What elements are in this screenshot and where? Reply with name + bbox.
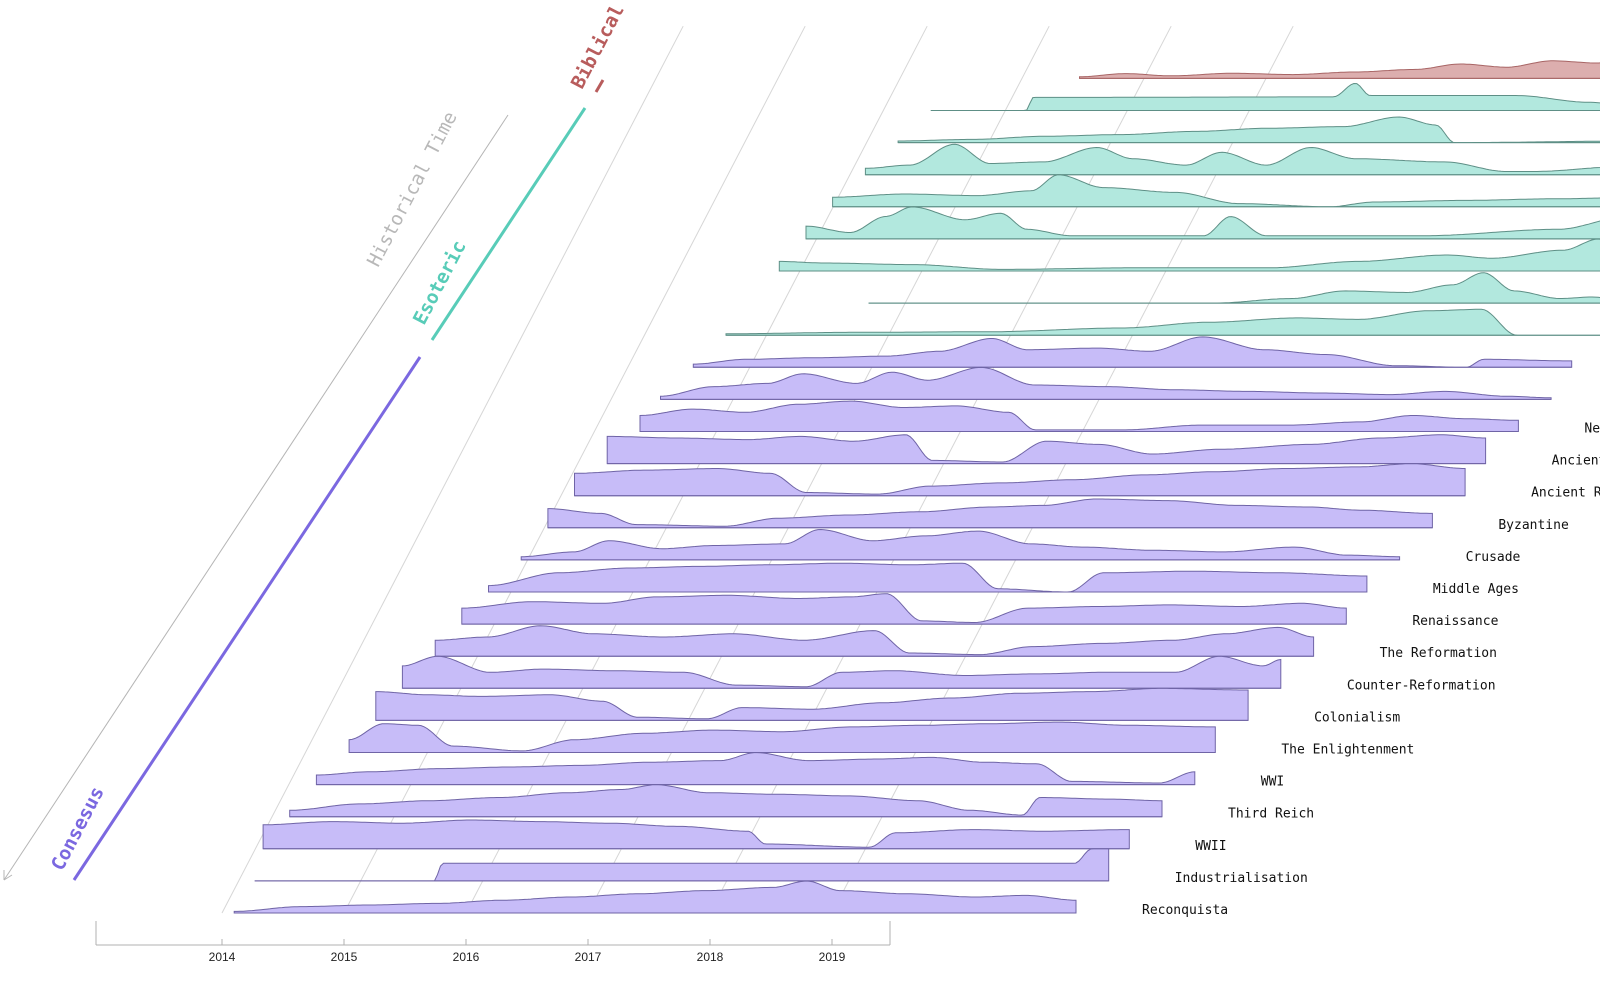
ridge-atlantean [832, 174, 1600, 208]
gridline [221, 25, 684, 914]
ridges [233, 60, 1600, 914]
x-tick-label: 2017 [575, 950, 602, 964]
ridge-paleolithic [692, 336, 1573, 368]
group-bar [72, 356, 422, 881]
era-label: Ancient Rome [1531, 486, 1600, 501]
era-label: Crusade [1466, 550, 1521, 565]
ridge-treta-yuga [778, 238, 1600, 272]
ridge-kali-yuga [725, 308, 1600, 336]
x-tick-label: 2018 [697, 950, 724, 964]
ridge-satya-yuga [805, 206, 1600, 240]
era-label: Third Reich [1228, 807, 1314, 822]
ridge-wwi [315, 752, 1196, 786]
era-label: Reconquista [1142, 903, 1228, 918]
era-label: The Reformation [1380, 646, 1497, 661]
era-label: Middle Ages [1433, 582, 1519, 597]
group-label: Biblical [567, 1, 629, 92]
group-bar [430, 107, 587, 341]
ridge-the-enlightenment [348, 721, 1216, 753]
era-labels: AntediluvianPolarianHyperboreanLemurianA… [1142, 422, 1600, 919]
x-tick-label: 2015 [331, 950, 358, 964]
x-tick-label: 2019 [819, 950, 846, 964]
ridge-reconquista [233, 880, 1077, 914]
ridge-ancient-greece [606, 434, 1487, 465]
era-label: WWII [1195, 839, 1226, 854]
ridge-colonialism [375, 687, 1249, 721]
era-label: Renaissance [1412, 614, 1498, 629]
ridge-crusade [520, 528, 1401, 561]
gridline [343, 25, 806, 914]
time-arrow [3, 114, 509, 881]
ridge-wwii [262, 819, 1130, 850]
ridge-dwaparar-yuga [868, 272, 1600, 304]
ridge-ancient-rome [574, 463, 1466, 497]
ridge-the-reformation [434, 625, 1315, 657]
x-axis: 2014 2015 2016 2017 2018 2019 [95, 921, 891, 964]
ridge-middle-ages [488, 562, 1368, 593]
era-label: Counter-Reformation [1347, 678, 1496, 693]
era-label: Neolithic [1584, 422, 1600, 437]
group-label: Consesus [47, 783, 109, 874]
ridge-renaissance [461, 593, 1347, 625]
era-label: Industrialisation [1175, 871, 1308, 886]
ridge-polarian [930, 82, 1600, 111]
ridge-third-reich [289, 784, 1163, 818]
era-label: Ancient Greece [1552, 454, 1600, 469]
era-label: Colonialism [1314, 710, 1400, 725]
ridge-lemurian [864, 143, 1600, 176]
era-label: Byzantine [1498, 518, 1569, 533]
group-bar [594, 79, 605, 93]
era-label: The Enlightenment [1281, 743, 1414, 758]
ridge-counter-reformation [401, 655, 1282, 689]
era-label: WWI [1261, 775, 1284, 790]
ridge-neolithic [639, 400, 1519, 432]
ridge-byzantine [547, 498, 1433, 529]
ridge-mesolithic [660, 366, 1552, 400]
arrow-head-icon [3, 870, 13, 881]
x-tick-label: 2016 [453, 950, 480, 964]
ridge-hyperborean [897, 116, 1600, 144]
ridge-industrialisation [254, 848, 1110, 882]
ridge-antediluvian [1079, 60, 1600, 79]
x-tick-label: 2014 [209, 950, 236, 964]
